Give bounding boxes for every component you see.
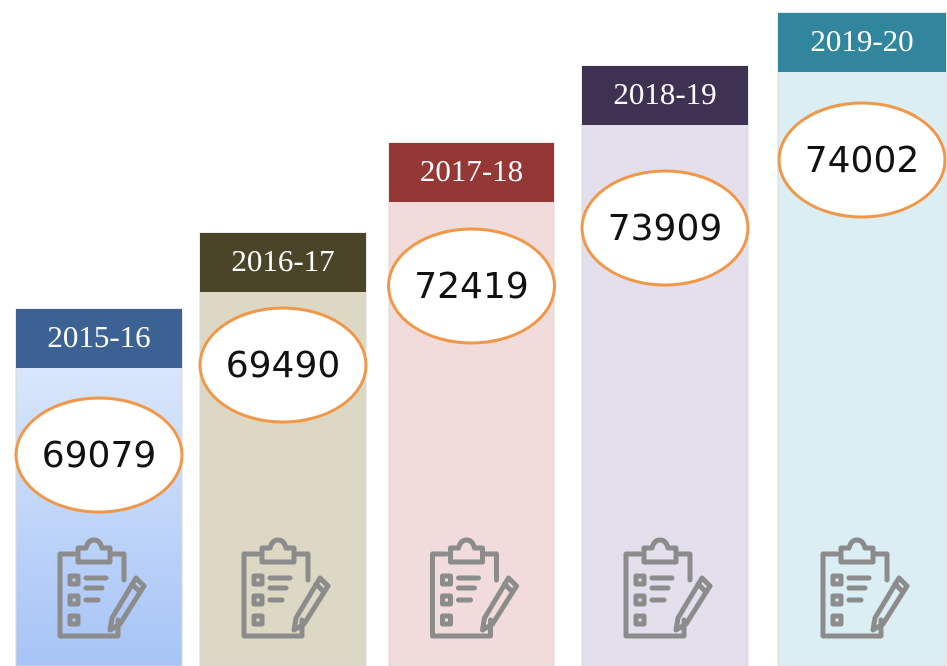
clipboard-outline	[241, 551, 311, 639]
column-body	[581, 65, 749, 666]
value-text: 69490	[226, 345, 341, 386]
clipboard-icon	[241, 537, 331, 639]
value-text: 72419	[414, 266, 529, 307]
pencil	[107, 575, 147, 633]
value-badge	[580, 169, 750, 287]
column-header	[778, 13, 946, 72]
clipboard-icon	[623, 537, 713, 639]
value-text: 74002	[805, 140, 920, 181]
value-badge	[198, 306, 368, 424]
clipboard-outline	[57, 551, 127, 639]
clipboard-lines	[830, 573, 872, 627]
pencil	[673, 575, 713, 633]
clipboard-lines	[440, 573, 481, 627]
clipboard-icon	[57, 537, 147, 639]
pencil	[870, 575, 910, 633]
clipboard-lines	[251, 573, 293, 627]
value-text: 69079	[42, 435, 157, 476]
pencil	[291, 575, 331, 633]
column-header	[389, 143, 554, 202]
column-header	[16, 309, 182, 368]
value-badge	[387, 227, 556, 345]
clipboard-lines	[633, 573, 675, 627]
clipboard-clip	[448, 537, 485, 565]
column: 2018-19 73909	[580, 65, 750, 666]
clipboard-lines	[67, 573, 109, 627]
year-label: 2019-20	[810, 23, 913, 58]
column-header	[582, 66, 748, 125]
clipboard-clip	[259, 537, 297, 565]
column: 2019-20 74002	[777, 12, 947, 666]
value-text: 73909	[608, 208, 723, 249]
column: 2017-18 72419	[387, 142, 556, 666]
clipboard-icon	[820, 537, 910, 639]
column-body	[199, 232, 367, 666]
clipboard-outline	[430, 551, 499, 639]
value-badge	[777, 101, 947, 219]
pencil	[480, 575, 519, 633]
clipboard-outline	[820, 551, 890, 639]
column: 2015-16 69079	[14, 308, 184, 666]
clipboard-clip	[641, 537, 679, 565]
year-label: 2018-19	[613, 76, 716, 111]
clipboard-icon	[430, 537, 519, 639]
clipboard-outline	[623, 551, 693, 639]
year-label: 2015-16	[47, 319, 150, 354]
clipboard-clip	[75, 537, 113, 565]
clipboard-clip	[838, 537, 876, 565]
year-label: 2016-17	[231, 243, 334, 278]
column-header	[200, 233, 366, 292]
value-badge	[14, 396, 184, 514]
year-label: 2017-18	[420, 153, 523, 188]
column: 2016-17 69490	[198, 232, 368, 666]
